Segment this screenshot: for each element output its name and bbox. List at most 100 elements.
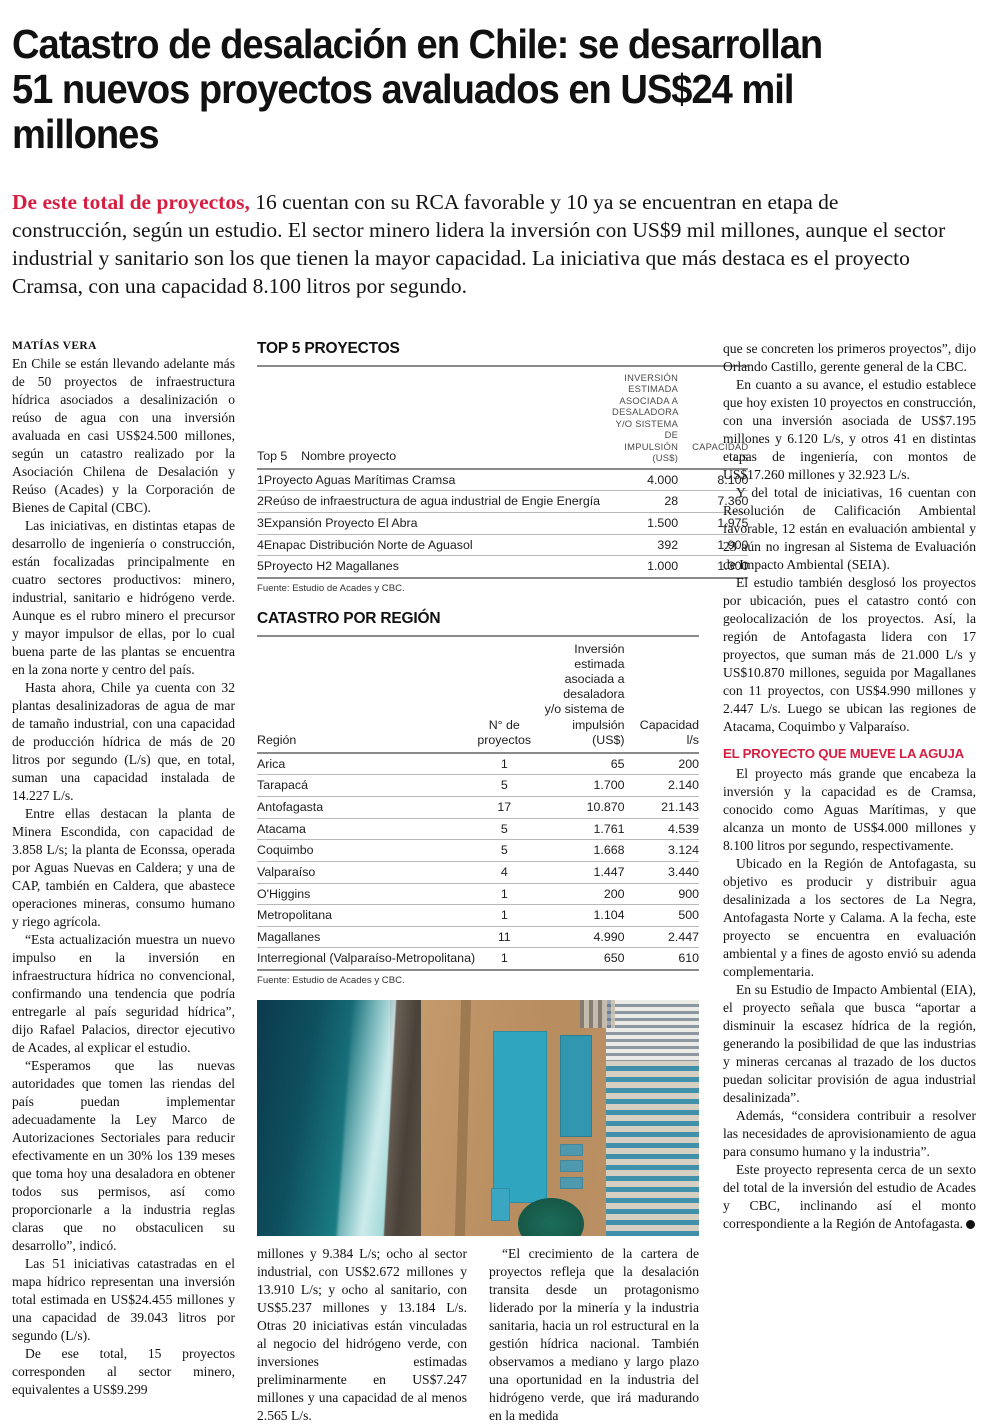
photo-equipment-field-upper [606,1000,699,1062]
paragraph: Las iniciativas, en distintas etapas de … [12,518,235,677]
cell-capacity: 1.900 [678,534,749,557]
table-row: 1 Proyecto Aguas Marítimas Cramsa 4.000 … [257,468,749,492]
cell-region: Valparaíso [257,861,476,884]
cell-investment: 1.000 [600,555,679,579]
top5-table: Top 5 Nombre proyecto Inversión estimada… [257,365,749,579]
th-region: Región [257,634,476,754]
paragraph: Hasta ahora, Chile ya cuenta con 32 plan… [12,680,235,803]
cell-investment: 1.700 [533,774,625,797]
paragraph: Las 51 iniciativas catastradas en el map… [12,1256,235,1343]
th-capacity-label: Capacidad L/s [692,440,749,464]
column-middle: TOP 5 PROYECTOS Top 5 Nombre proyecto In… [249,340,749,1423]
cell-investment: 4.000 [600,468,679,492]
cell-capacity: 500 [624,904,699,927]
paragraph: “El crecimiento de la cartera de proyect… [489,1246,699,1423]
cell-region: Arica [257,752,476,776]
th-investment: Inversión estimada asociada a desaladora… [600,365,679,470]
cell-projects: 11 [475,926,534,949]
cell-projects: 1 [475,904,534,927]
lead-paragraph: De este total de proyectos, 16 cuentan c… [12,189,988,301]
cell-investment: 65 [533,752,625,776]
cell-projects: 4 [475,861,534,884]
cell-rank: 5 [257,555,264,579]
cell-capacity: 2.140 [624,774,699,797]
paragraph: “Esta actualización muestra un nuevo imp… [12,932,235,1055]
cell-projects: 5 [475,774,534,797]
under-photo-right: “El crecimiento de la cartera de proyect… [478,1245,699,1425]
paragraph-final: Este proyecto representa cerca de un sex… [723,1161,976,1233]
photo-yard [579,1000,616,1029]
top5-tbody: 1 Proyecto Aguas Marítimas Cramsa 4.000 … [257,468,749,579]
photo-strip [559,1177,583,1189]
paragraph: En su Estudio de Impacto Ambiental (EIA)… [723,982,976,1105]
paragraph: millones y 9.384 L/s; ocho al sector ind… [257,1246,467,1423]
paragraph: El estudio también desglosó los proyecto… [723,575,976,734]
cell-capacity: 4.539 [624,818,699,841]
paragraph-text: Este proyecto representa cerca de un sex… [723,1162,976,1231]
cell-capacity: 8.100 [678,468,749,492]
paragraph: Ubicado en la Región de Antofagasta, su … [723,856,976,979]
article-columns: MATÍAS VERA En Chile se están llevando a… [12,340,988,1423]
cell-name: Reúso de infraestructura de agua industr… [263,490,601,513]
table-row: Metropolitana 1 1.104 500 [257,904,699,927]
byline: MATÍAS VERA [12,340,97,352]
cell-region: O'Higgins [257,883,476,906]
cell-projects: 1 [475,883,534,906]
th-capacity: Capacidad l/s [624,634,699,754]
cell-name: Proyecto Aguas Marítimas Cramsa [263,468,601,492]
cell-investment: 1.500 [600,512,679,535]
column-right: que se concreten los primeros proyectos”… [711,340,976,1231]
paragraph: El proyecto más grande que encabeza la i… [723,766,976,853]
top5-source: Fuente: Estudio de Acades y CBC. [257,582,405,594]
cell-investment: 1.668 [533,839,625,862]
photo-main-building [493,1030,548,1203]
cell-rank: 3 [257,512,264,535]
cell-name: Expansión Proyecto El Abra [263,512,601,535]
photo-small-building [491,1187,510,1221]
regions-source: Fuente: Estudio de Acades y CBC. [257,975,405,986]
cell-region: Antofagasta [257,796,476,819]
top5-title: TOP 5 PROYECTOS [257,340,400,357]
paragraph: Entre ellas destacan la planta de Minera… [12,806,235,929]
cell-investment: 10.870 [533,796,625,819]
th-capacity: Capacidad L/s [678,365,749,470]
cell-capacity: 1.300 [678,555,749,579]
table-row: Valparaíso 4 1.447 3.440 [257,861,699,884]
cell-investment: 1.447 [533,861,625,884]
table-header-row: Top 5 Nombre proyecto Inversión estimada… [257,365,749,470]
table-row: Tarapacá 5 1.700 2.140 [257,774,699,797]
th-investment-label: Inversión estimada asociada a desaladora… [612,372,679,464]
table-row: 3 Expansión Proyecto El Abra 1.500 1.975 [257,512,749,535]
regions-table: Región N° de proyectos Inversión estimad… [257,634,699,972]
cell-region: Interregional (Valparaíso-Metropolitana) [257,947,476,972]
cell-investment: 200 [533,883,625,906]
paragraph: De ese total, 15 proyectos corresponden … [12,1346,235,1397]
table-header-row: Región N° de proyectos Inversión estimad… [257,634,699,754]
th-name-label: Nombre proyecto [301,448,397,463]
th-investment: Inversión estimada asociada a desaladora… [533,634,625,754]
cell-region: Atacama [257,818,476,841]
cell-region: Coquimbo [257,839,476,862]
cell-region: Magallanes [257,926,476,949]
paragraph: “Esperamos que las nuevas autoridades qu… [12,1058,235,1253]
cell-investment: 650 [533,947,625,972]
th-rank-name: Top 5 Nombre proyecto [257,365,601,470]
cell-capacity: 21.143 [624,796,699,819]
under-photo-left: millones y 9.384 L/s; ocho al sector ind… [257,1245,478,1425]
lead-text: 16 cuentan con su RCA favorable y 10 ya … [12,190,946,299]
cell-projects: 1 [475,947,534,972]
regions-thead: Región N° de proyectos Inversión estimad… [257,634,699,754]
column-left: MATÍAS VERA En Chile se están llevando a… [12,340,249,1397]
article-photo [257,1000,699,1236]
cell-capacity: 900 [624,883,699,906]
table-row: Antofagasta 17 10.870 21.143 [257,796,699,819]
paragraph: Y del total de iniciativas, 16 cuentan c… [723,485,976,572]
photo-strip [559,1143,583,1156]
photo-secondary-building [559,1035,592,1137]
photo-strip [559,1160,583,1173]
paragraph: En Chile se están llevando adelante más … [12,356,235,515]
cell-capacity: 1.975 [678,512,749,535]
under-photo-columns: millones y 9.384 L/s; ocho al sector ind… [257,1245,699,1425]
subhead-proyecto-aguja: EL PROYECTO QUE MUEVE LA AGUJA [723,746,964,761]
cell-investment: 4.990 [533,926,625,949]
